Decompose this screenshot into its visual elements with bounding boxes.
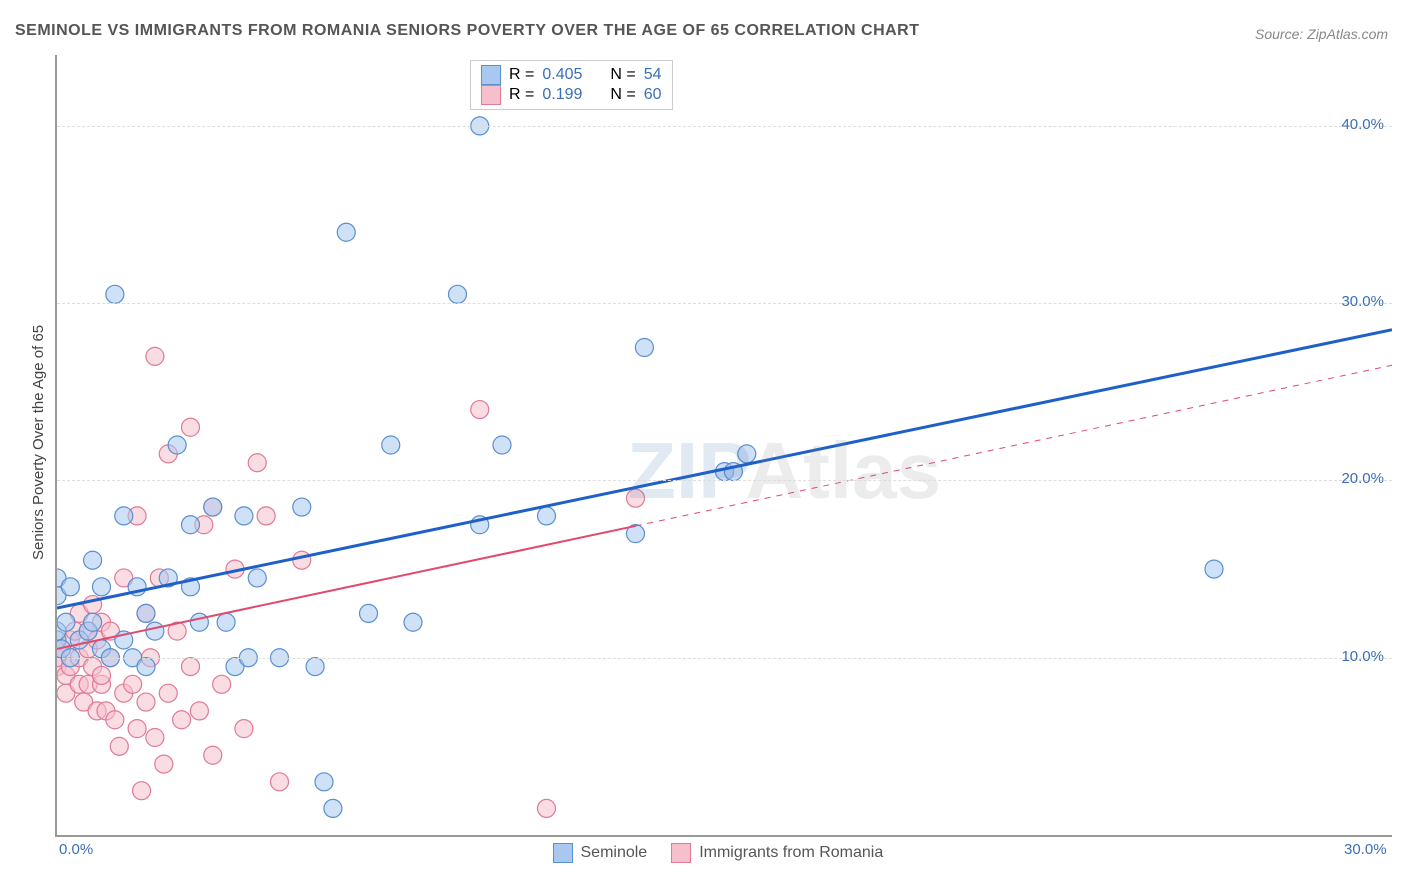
y-tick-label: 40.0% [1341, 116, 1384, 133]
n-label: N = [610, 86, 635, 104]
data-point [257, 507, 275, 525]
data-point [493, 436, 511, 454]
data-point [182, 516, 200, 534]
data-point [213, 675, 231, 693]
r-value-seminole: 0.405 [542, 66, 582, 84]
data-point [1205, 560, 1223, 578]
data-point [137, 658, 155, 676]
data-point [93, 578, 111, 596]
data-point [133, 782, 151, 800]
n-value-seminole: 54 [644, 66, 662, 84]
correlation-legend: R = 0.405 N = 54 R = 0.199 N = 60 [470, 60, 673, 110]
r-label: R = [509, 86, 534, 104]
data-point [61, 578, 79, 596]
data-point [137, 693, 155, 711]
scatter-svg [57, 55, 1392, 835]
series-legend: Seminole Immigrants from Romania [553, 843, 884, 863]
data-point [382, 436, 400, 454]
data-point [635, 339, 653, 357]
data-point [538, 507, 556, 525]
data-point [110, 737, 128, 755]
chart-title: SEMINOLE VS IMMIGRANTS FROM ROMANIA SENI… [15, 22, 920, 40]
data-point [235, 720, 253, 738]
chart-container: SEMINOLE VS IMMIGRANTS FROM ROMANIA SENI… [0, 0, 1406, 892]
gridline [57, 480, 1392, 481]
plot-area: ZIPAtlas 10.0%20.0%30.0%40.0%0.0%30.0% [55, 55, 1392, 837]
r-label: R = [509, 66, 534, 84]
data-point [115, 507, 133, 525]
legend-item-romania: Immigrants from Romania [671, 843, 883, 863]
data-point [155, 755, 173, 773]
y-axis-label: Seniors Poverty Over the Age of 65 [30, 325, 47, 560]
swatch-romania [481, 85, 501, 105]
data-point [306, 658, 324, 676]
data-point [146, 347, 164, 365]
source-label: Source: ZipAtlas.com [1255, 26, 1388, 42]
data-point [84, 613, 102, 631]
data-point [471, 401, 489, 419]
data-point [293, 498, 311, 516]
gridline [57, 658, 1392, 659]
y-tick-label: 10.0% [1341, 648, 1384, 665]
data-point [57, 613, 75, 631]
y-tick-label: 20.0% [1341, 470, 1384, 487]
data-point [146, 729, 164, 747]
data-point [182, 418, 200, 436]
data-point [248, 454, 266, 472]
data-point [182, 658, 200, 676]
data-point [190, 702, 208, 720]
series-name-seminole: Seminole [581, 844, 648, 862]
data-point [190, 613, 208, 631]
data-point [324, 799, 342, 817]
data-point [235, 507, 253, 525]
legend-row-romania: R = 0.199 N = 60 [481, 85, 662, 105]
data-point [159, 684, 177, 702]
data-point [271, 773, 289, 791]
swatch-seminole [553, 843, 573, 863]
data-point [128, 720, 146, 738]
data-point [146, 622, 164, 640]
n-label: N = [610, 66, 635, 84]
legend-item-seminole: Seminole [553, 843, 648, 863]
x-tick-label: 0.0% [59, 841, 93, 858]
data-point [449, 285, 467, 303]
legend-row-seminole: R = 0.405 N = 54 [481, 65, 662, 85]
data-point [84, 551, 102, 569]
data-point [337, 223, 355, 241]
data-point [106, 711, 124, 729]
data-point [106, 285, 124, 303]
data-point [315, 773, 333, 791]
y-tick-label: 30.0% [1341, 293, 1384, 310]
data-point [137, 604, 155, 622]
data-point [173, 711, 191, 729]
data-point [93, 666, 111, 684]
data-point [204, 746, 222, 764]
swatch-seminole [481, 65, 501, 85]
data-point [248, 569, 266, 587]
data-point [204, 498, 222, 516]
data-point [538, 799, 556, 817]
data-point [738, 445, 756, 463]
data-point [627, 489, 645, 507]
data-point [293, 551, 311, 569]
data-point [360, 604, 378, 622]
data-point [217, 613, 235, 631]
data-point [124, 675, 142, 693]
gridline [57, 126, 1392, 127]
swatch-romania [671, 843, 691, 863]
data-point [168, 436, 186, 454]
series-name-romania: Immigrants from Romania [699, 844, 883, 862]
r-value-romania: 0.199 [542, 86, 582, 104]
gridline [57, 303, 1392, 304]
n-value-romania: 60 [644, 86, 662, 104]
x-tick-label: 30.0% [1344, 841, 1387, 858]
data-point [404, 613, 422, 631]
